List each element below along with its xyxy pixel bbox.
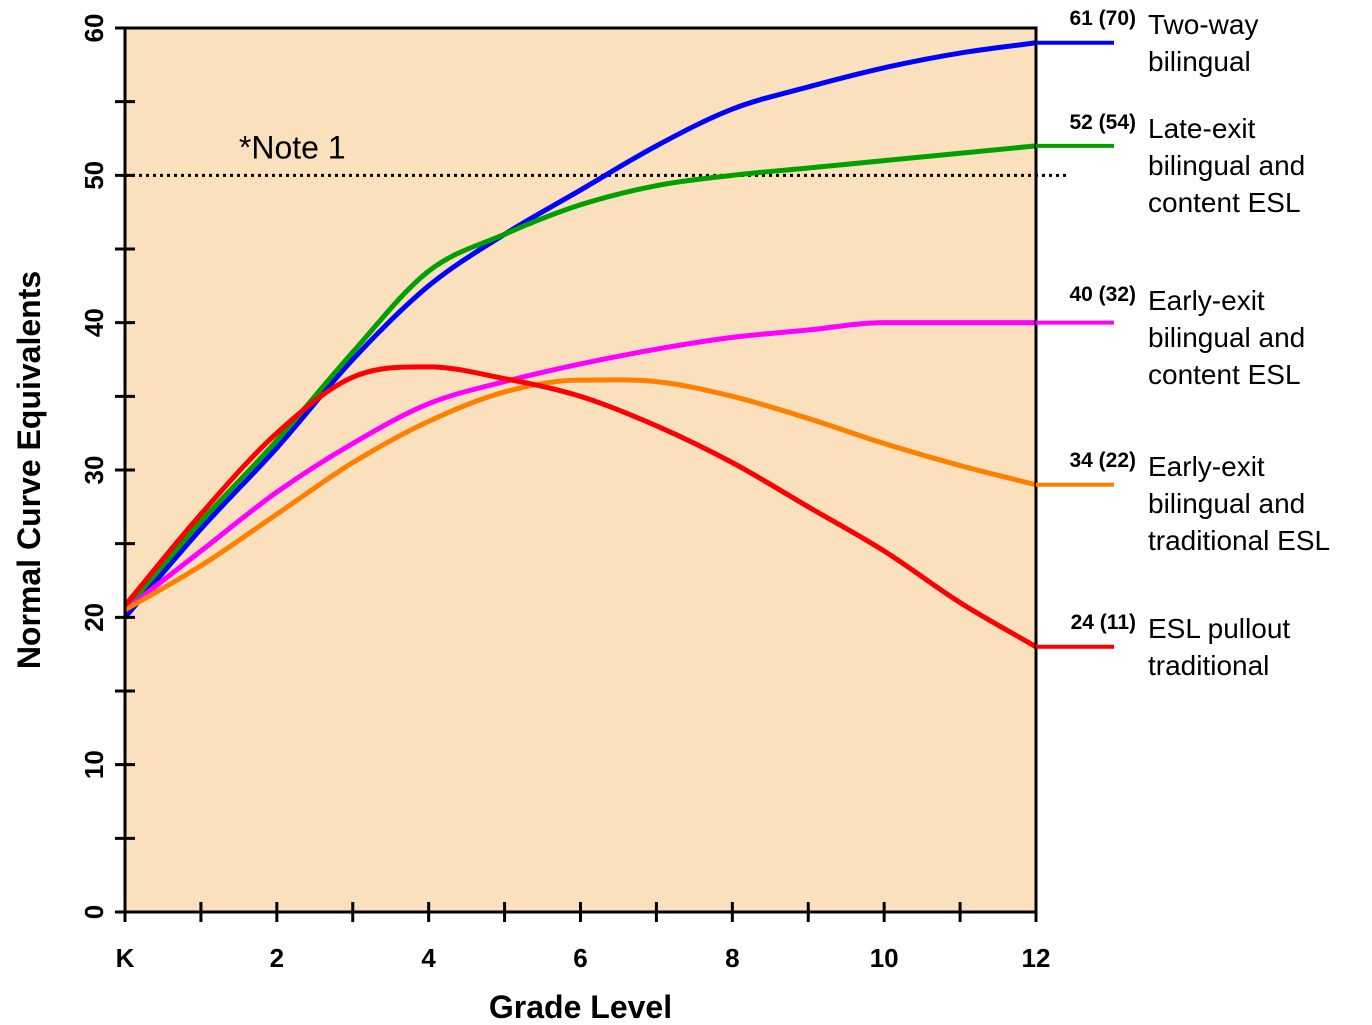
y-tick-label: 40 [79,308,109,337]
y-tick-label: 10 [79,750,109,779]
legend-label-late-exit-bilingual-and-content-esl: content ESL [1148,187,1301,218]
series-group [123,40,1038,649]
legend-label-two-way-bilingual: Two-way [1148,9,1258,40]
x-axis-title: Grade Level [489,989,672,1025]
legend-label-early-exit-bilingual-and-traditional-esl: Early-exit [1148,451,1265,482]
series-line-esl-pullout-traditional [123,364,1038,649]
end-value-label-early-exit-bilingual-and-content-esl: 40 (32) [1069,283,1136,306]
y-tick-label: 50 [79,161,109,190]
y-tick-label: 20 [79,603,109,632]
y-tick-label: 0 [79,905,109,919]
legend-label-early-exit-bilingual-and-content-esl: bilingual and [1148,322,1305,353]
y-axis-ticks: 0 10 20 30 40 50 60 [79,14,135,919]
end-value-label-late-exit-bilingual-and-content-esl: 52 (54) [1069,111,1136,134]
legend-group: 61 (70) Two-way bilingual 52 (54) Late-exit b… [1036,7,1330,681]
legend-label-two-way-bilingual: bilingual [1148,46,1251,77]
legend-label-esl-pullout-traditional: traditional [1148,650,1269,681]
x-tick-label: 2 [270,943,284,973]
x-tick-label: 12 [1022,943,1051,973]
x-tick-label: 8 [725,943,739,973]
series-line-late-exit-bilingual-and-content-esl [123,143,1037,612]
legend-label-early-exit-bilingual-and-content-esl: Early-exit [1148,285,1265,316]
legend-label-early-exit-bilingual-and-traditional-esl: bilingual and [1148,488,1305,519]
reference-note-label: *Note 1 [239,129,346,165]
series-line-early-exit-bilingual-and-traditional-esl [123,377,1037,613]
end-value-label-esl-pullout-traditional: 24 (11) [1071,611,1136,634]
x-axis-ticks: K 2 4 6 8 10 12 [116,902,1051,973]
series-line-early-exit-bilingual-and-content-esl [123,320,1036,612]
legend-label-esl-pullout-traditional: ESL pullout [1148,613,1290,644]
legend-label-late-exit-bilingual-and-content-esl: Late-exit [1148,113,1256,144]
x-tick-label: K [116,943,135,973]
y-axis-title: Normal Curve Equivalents [11,271,47,669]
end-value-label-two-way-bilingual: 61 (70) [1069,7,1136,30]
legend-label-late-exit-bilingual-and-content-esl: bilingual and [1148,150,1305,181]
x-tick-label: 4 [421,943,436,973]
series-line-two-way-bilingual [123,40,1037,619]
end-value-label-early-exit-bilingual-and-traditional-esl: 34 (22) [1069,449,1136,472]
x-tick-label: 6 [573,943,587,973]
y-tick-label: 30 [79,456,109,485]
x-tick-label: 10 [870,943,899,973]
y-tick-label: 60 [79,14,109,43]
legend-label-early-exit-bilingual-and-content-esl: content ESL [1148,359,1301,390]
legend-label-early-exit-bilingual-and-traditional-esl: traditional ESL [1148,525,1330,556]
